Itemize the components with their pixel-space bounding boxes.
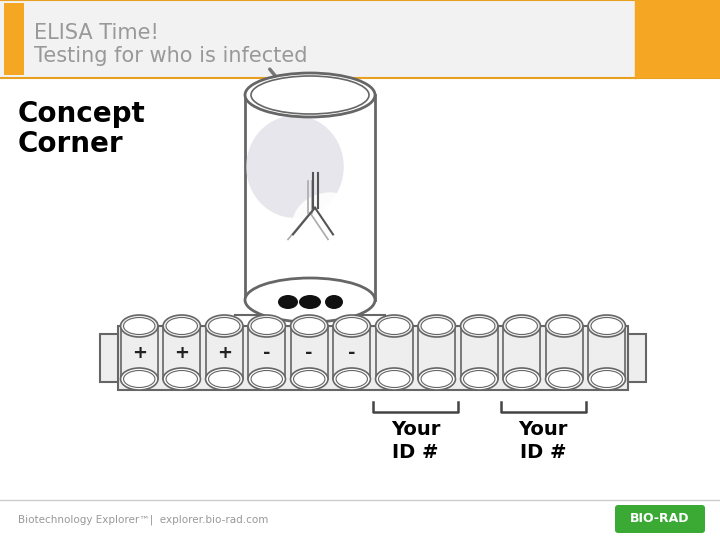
- Ellipse shape: [299, 295, 321, 309]
- Ellipse shape: [588, 315, 626, 337]
- Ellipse shape: [245, 73, 375, 117]
- Ellipse shape: [591, 370, 623, 388]
- Ellipse shape: [376, 368, 413, 390]
- Ellipse shape: [163, 315, 200, 337]
- Ellipse shape: [120, 368, 158, 390]
- Ellipse shape: [205, 315, 243, 337]
- Ellipse shape: [464, 370, 495, 388]
- Ellipse shape: [124, 370, 155, 388]
- Ellipse shape: [588, 368, 626, 390]
- Ellipse shape: [503, 315, 541, 337]
- Ellipse shape: [166, 318, 197, 334]
- Ellipse shape: [205, 368, 243, 390]
- Text: Your
ID #: Your ID #: [518, 420, 567, 462]
- Ellipse shape: [291, 368, 328, 390]
- Ellipse shape: [418, 315, 456, 337]
- Ellipse shape: [464, 318, 495, 334]
- Text: -: -: [305, 343, 313, 361]
- Ellipse shape: [325, 295, 343, 309]
- Text: Biotechnology Explorer™|  explorer.bio-rad.com: Biotechnology Explorer™| explorer.bio-ra…: [18, 515, 269, 525]
- Ellipse shape: [336, 318, 367, 334]
- Ellipse shape: [376, 315, 413, 337]
- Ellipse shape: [248, 315, 285, 337]
- Ellipse shape: [251, 76, 369, 114]
- Ellipse shape: [124, 318, 155, 334]
- Ellipse shape: [278, 295, 298, 309]
- Ellipse shape: [246, 116, 343, 218]
- Ellipse shape: [209, 370, 240, 388]
- Text: Your
ID #: Your ID #: [391, 420, 440, 462]
- Text: Concept: Concept: [18, 100, 145, 128]
- Text: Testing for who is infected: Testing for who is infected: [34, 46, 307, 66]
- Ellipse shape: [245, 278, 375, 322]
- Text: ELISA Time!: ELISA Time!: [34, 23, 159, 43]
- Ellipse shape: [421, 318, 452, 334]
- Ellipse shape: [166, 370, 197, 388]
- Ellipse shape: [333, 315, 371, 337]
- Ellipse shape: [506, 318, 537, 334]
- Text: -: -: [348, 343, 356, 361]
- Ellipse shape: [591, 318, 623, 334]
- Ellipse shape: [248, 368, 285, 390]
- Ellipse shape: [379, 370, 410, 388]
- Bar: [118, 326, 628, 390]
- Ellipse shape: [461, 368, 498, 390]
- Text: +: +: [174, 343, 189, 361]
- Ellipse shape: [294, 318, 325, 334]
- FancyBboxPatch shape: [615, 505, 705, 533]
- Ellipse shape: [120, 315, 158, 337]
- Ellipse shape: [379, 318, 410, 334]
- Ellipse shape: [336, 370, 367, 388]
- Bar: [0, 0, 720, 78]
- Ellipse shape: [209, 318, 240, 334]
- Ellipse shape: [251, 370, 282, 388]
- Text: Corner: Corner: [18, 130, 124, 158]
- Ellipse shape: [294, 370, 325, 388]
- Ellipse shape: [291, 192, 369, 264]
- Text: -: -: [263, 343, 271, 361]
- Ellipse shape: [251, 318, 282, 334]
- Ellipse shape: [333, 368, 371, 390]
- Ellipse shape: [291, 315, 328, 337]
- Bar: [100, 334, 118, 382]
- Text: BIO-RAD: BIO-RAD: [630, 512, 690, 525]
- Ellipse shape: [163, 368, 200, 390]
- Bar: [4, 3, 24, 75]
- Ellipse shape: [506, 370, 537, 388]
- Ellipse shape: [503, 368, 541, 390]
- Ellipse shape: [418, 368, 456, 390]
- Ellipse shape: [549, 318, 580, 334]
- Ellipse shape: [421, 370, 452, 388]
- Text: +: +: [217, 343, 232, 361]
- Ellipse shape: [546, 315, 583, 337]
- Ellipse shape: [461, 315, 498, 337]
- Text: +: +: [132, 343, 147, 361]
- Bar: [628, 334, 646, 382]
- Bar: [635, 0, 720, 78]
- Ellipse shape: [549, 370, 580, 388]
- Ellipse shape: [546, 368, 583, 390]
